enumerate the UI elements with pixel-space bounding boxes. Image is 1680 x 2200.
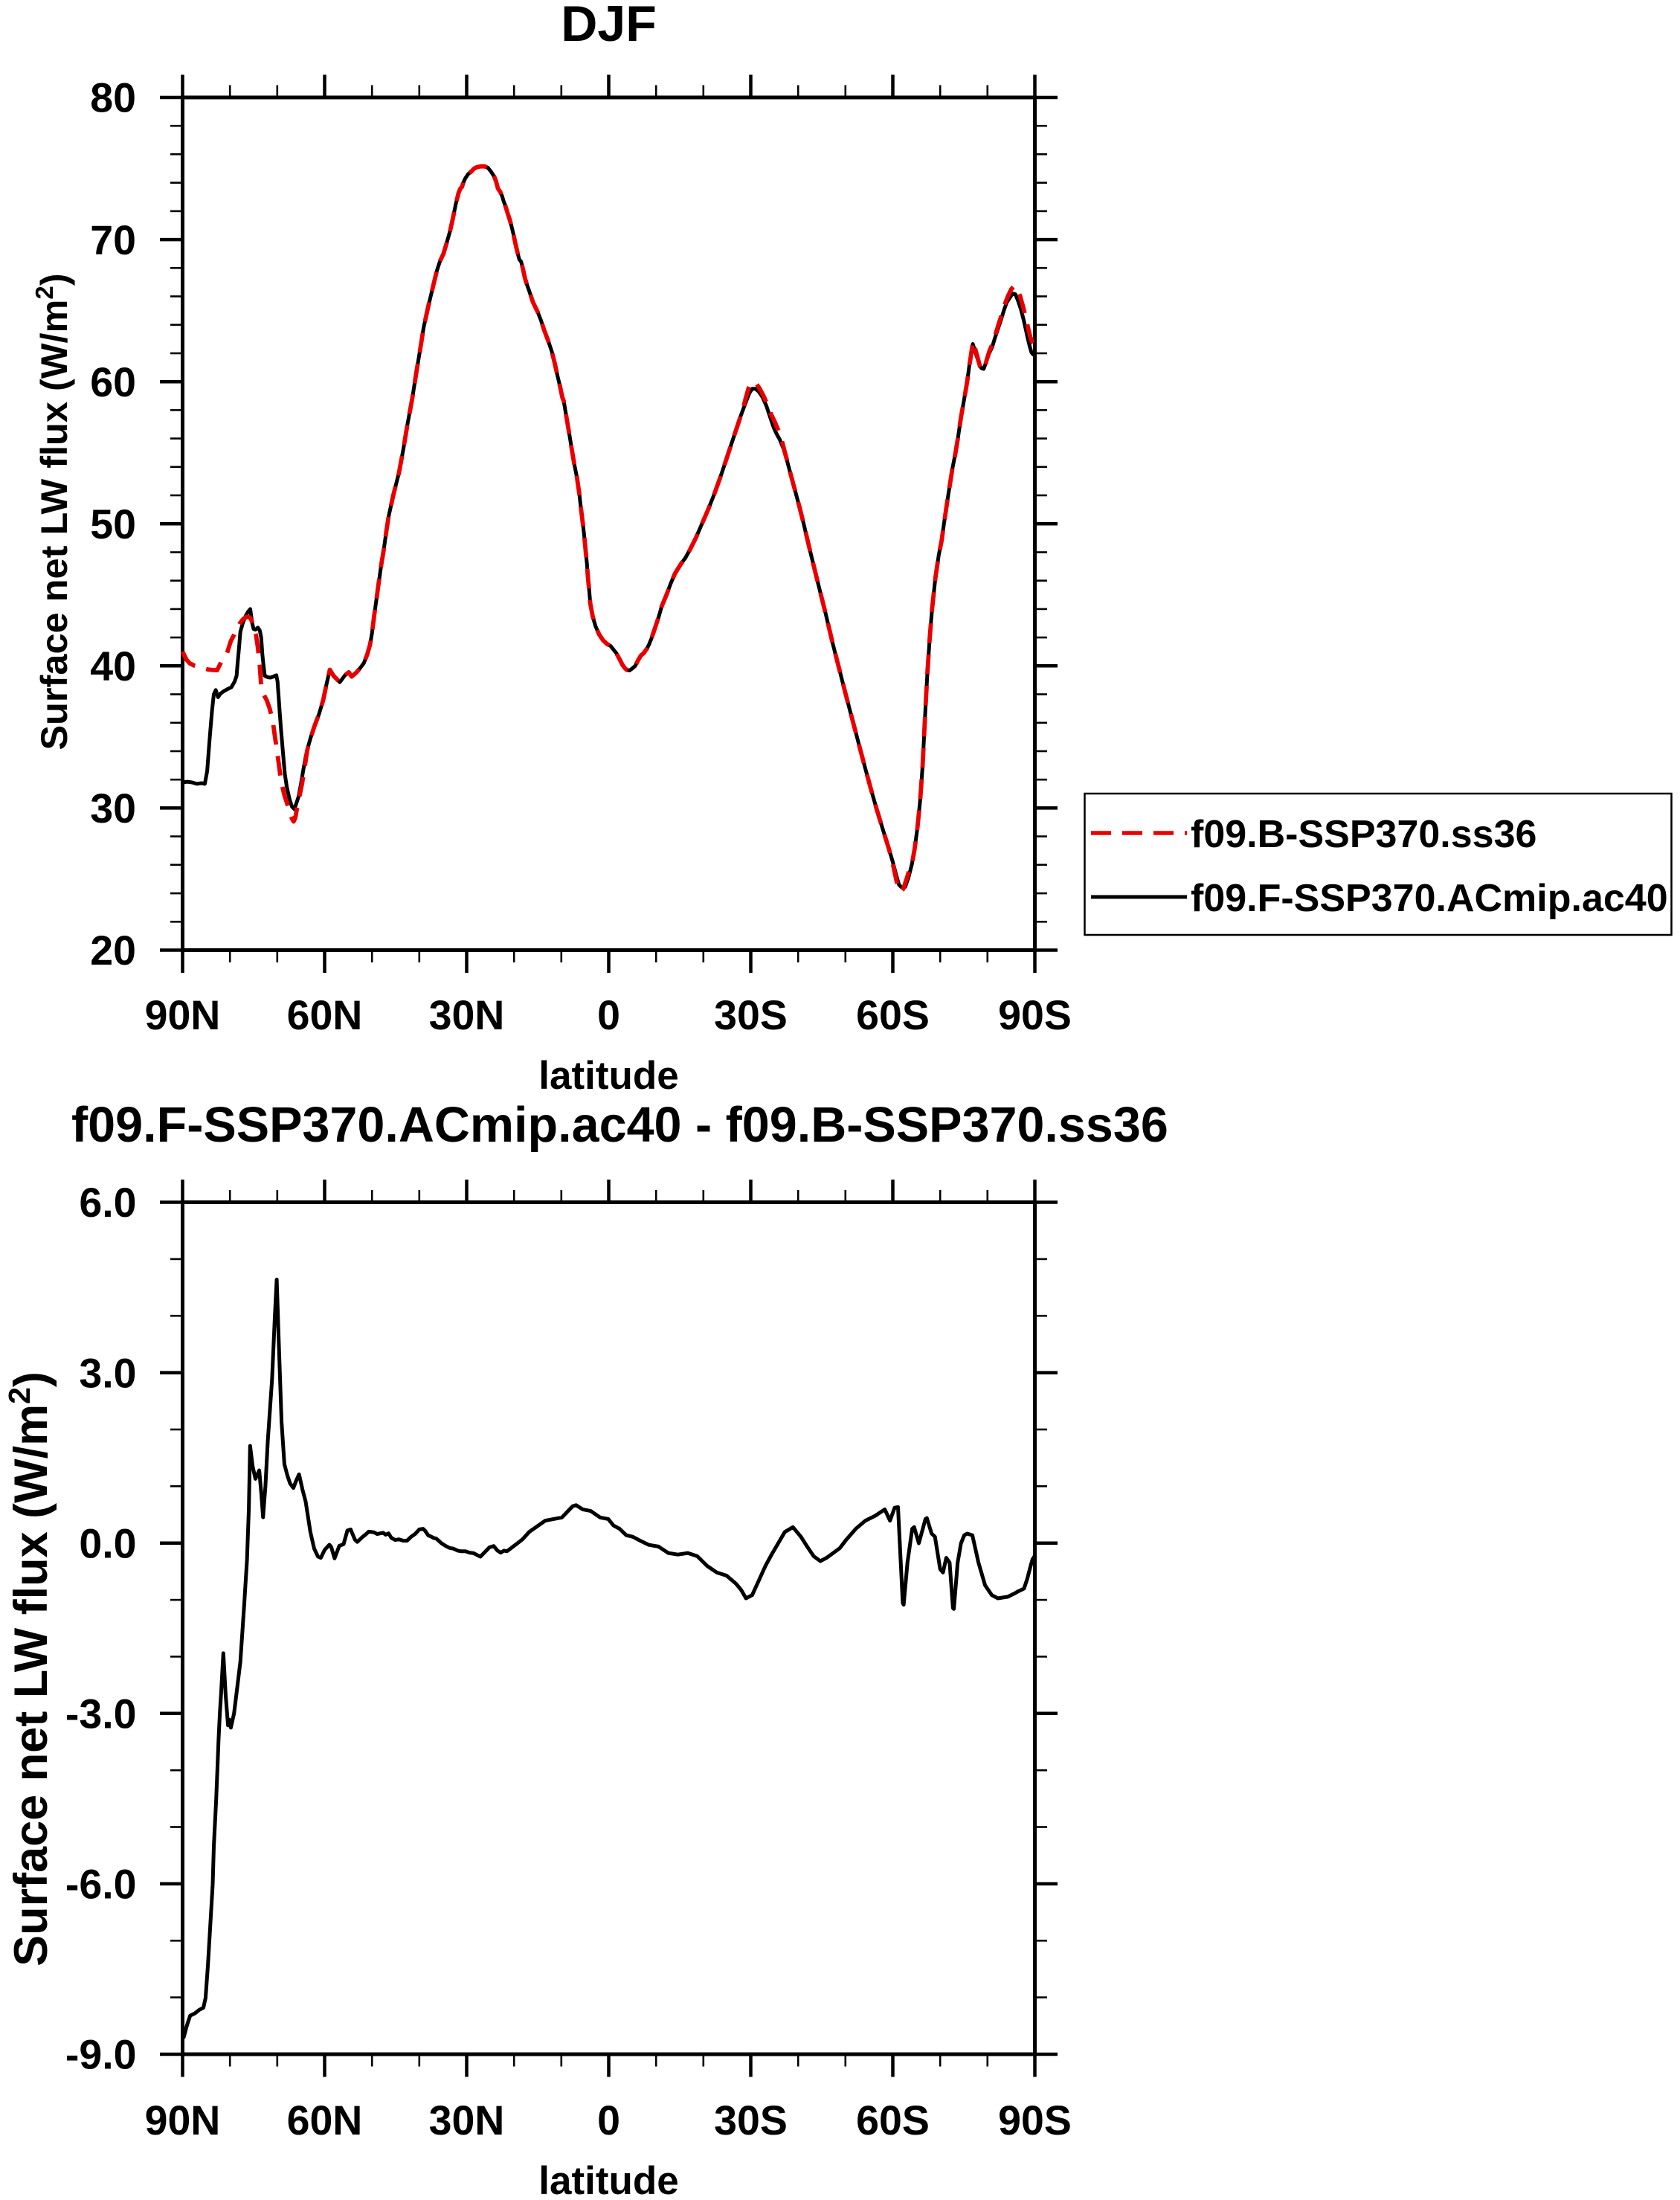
svg-text:60S: 60S (856, 992, 930, 1038)
svg-text:50: 50 (90, 501, 136, 547)
svg-text:Surface net LW flux (W/m2): Surface net LW flux (W/m2) (30, 273, 75, 750)
svg-text:30: 30 (90, 785, 136, 832)
svg-text:60N: 60N (287, 992, 363, 1038)
svg-text:-6.0: -6.0 (65, 1862, 137, 1908)
svg-text:0.0: 0.0 (79, 1520, 136, 1566)
svg-text:-9.0: -9.0 (65, 2032, 137, 2078)
svg-text:DJF: DJF (561, 0, 656, 52)
svg-text:30S: 30S (714, 2097, 788, 2143)
svg-text:60S: 60S (856, 2097, 930, 2143)
svg-text:70: 70 (90, 217, 136, 263)
svg-text:Surface net LW flux (W/m2): Surface net LW flux (W/m2) (2, 1371, 57, 1966)
svg-text:0: 0 (597, 2097, 620, 2143)
svg-text:60: 60 (90, 359, 136, 405)
svg-text:90S: 90S (998, 2097, 1072, 2143)
svg-text:-3.0: -3.0 (65, 1691, 137, 1737)
svg-text:60N: 60N (287, 2097, 363, 2143)
svg-text:30N: 30N (429, 2097, 505, 2143)
svg-text:30S: 30S (714, 992, 788, 1038)
svg-text:20: 20 (90, 927, 136, 974)
svg-text:90N: 90N (145, 2097, 221, 2143)
svg-text:80: 80 (90, 75, 136, 121)
svg-text:30N: 30N (429, 992, 505, 1038)
svg-text:0: 0 (597, 992, 620, 1038)
svg-text:f09.B-SSP370.ss36: f09.B-SSP370.ss36 (1191, 813, 1536, 856)
svg-text:6.0: 6.0 (79, 1180, 136, 1226)
svg-text:f09.F-SSP370.ACmip.ac40: f09.F-SSP370.ACmip.ac40 (1191, 877, 1668, 920)
svg-text:3.0: 3.0 (79, 1350, 136, 1396)
svg-text:90N: 90N (145, 992, 221, 1038)
svg-text:f09.F-SSP370.ACmip.ac40 - f09.: f09.F-SSP370.ACmip.ac40 - f09.B-SSP370.s… (71, 1098, 1168, 1153)
svg-text:90S: 90S (998, 992, 1072, 1038)
svg-text:40: 40 (90, 643, 136, 689)
svg-text:latitude: latitude (538, 1054, 678, 1098)
svg-text:latitude: latitude (538, 2159, 678, 2196)
